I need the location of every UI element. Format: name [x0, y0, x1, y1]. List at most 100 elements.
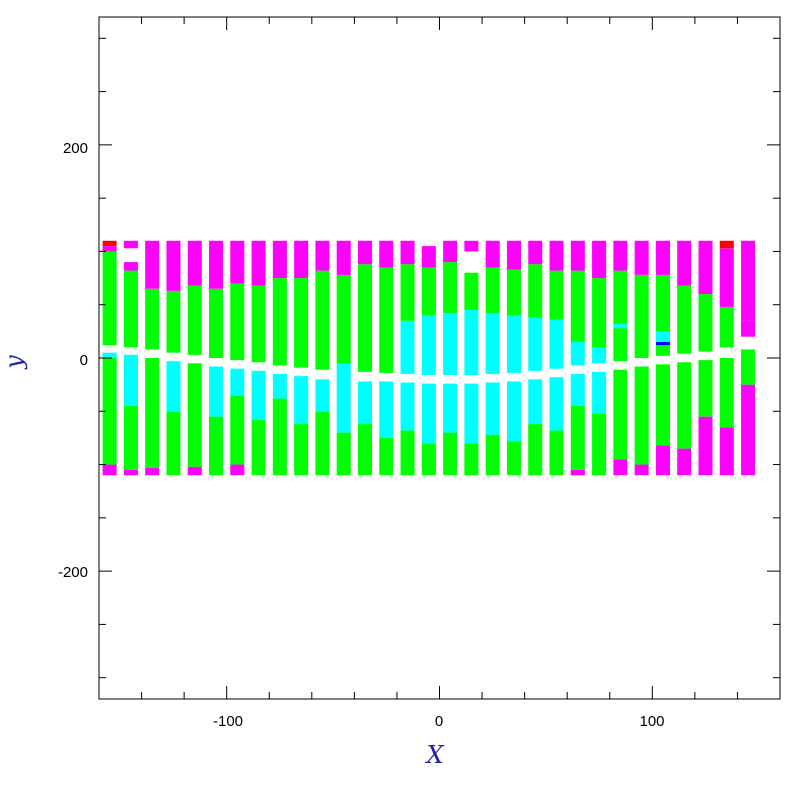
strip-segment	[379, 381, 394, 438]
strip	[719, 240, 734, 476]
strip-segment	[230, 283, 245, 361]
strip-segment	[443, 240, 458, 263]
strip	[634, 240, 649, 476]
strip-segment	[613, 270, 628, 324]
strip-segment	[443, 313, 458, 376]
strip-segment	[379, 267, 394, 373]
strip-segment	[209, 240, 224, 289]
strip-segment	[634, 274, 649, 358]
strip	[592, 240, 607, 476]
strip-segment	[592, 278, 607, 348]
strip-segment	[123, 270, 138, 348]
strip	[251, 240, 266, 476]
strip-segment	[379, 437, 394, 476]
strip	[166, 240, 181, 476]
x-axis-title: X	[424, 741, 444, 769]
strip	[677, 240, 692, 476]
tick-labels-layer: -100 0 100 -200 0 200	[58, 140, 665, 730]
strip-segment	[443, 262, 458, 314]
strip-segment	[592, 347, 607, 364]
strip-segment	[655, 345, 670, 356]
strip-segment	[336, 363, 351, 433]
strip	[741, 240, 756, 476]
strip-segment	[655, 364, 670, 446]
strip-segment	[741, 349, 756, 385]
strip-segment	[443, 432, 458, 476]
strip-segment	[102, 352, 117, 358]
strip-segment	[443, 383, 458, 433]
strip	[421, 246, 436, 476]
strip-segment	[528, 317, 543, 371]
strip-segment	[485, 382, 500, 435]
strip-segment	[145, 240, 160, 289]
strip-segment	[102, 464, 117, 476]
strip-segment	[123, 354, 138, 406]
x-tick-label: -100	[213, 713, 243, 730]
strip-segment	[719, 427, 734, 476]
strip-segment	[549, 319, 564, 369]
strip-segment	[357, 240, 373, 265]
strip-segment	[506, 269, 522, 316]
y-tick-label: -200	[58, 564, 88, 581]
strip-segment	[528, 379, 543, 425]
strip	[272, 240, 287, 476]
strip-segment	[506, 240, 522, 270]
strip-segment	[655, 240, 670, 275]
strip	[506, 240, 522, 476]
strip-segment	[464, 272, 479, 311]
strip-segment	[613, 369, 628, 460]
strip-segment	[485, 240, 500, 268]
strip-segment	[145, 467, 160, 476]
strip-segment	[464, 443, 479, 476]
strip-segment	[336, 274, 351, 364]
strip-segment	[655, 274, 670, 332]
strip-segment	[315, 270, 330, 370]
strip-segment	[251, 370, 266, 420]
strip-segment	[102, 246, 117, 252]
strip-segment	[102, 251, 117, 346]
strip-segment	[549, 240, 564, 271]
strip	[336, 240, 351, 476]
x-tick-label: 100	[639, 713, 664, 730]
strip	[315, 240, 330, 476]
strip-segment	[677, 362, 692, 449]
strip-segment	[719, 248, 734, 307]
strip-segment	[570, 342, 585, 366]
strip-segment	[592, 240, 607, 279]
strip-segment	[719, 306, 734, 348]
strip-segment	[145, 358, 160, 468]
strip-segment	[421, 315, 436, 376]
strip-segment	[421, 246, 436, 268]
strip-segment	[187, 240, 202, 286]
strip	[464, 240, 479, 476]
strip	[549, 240, 564, 476]
strip-segment	[634, 464, 649, 476]
strip	[357, 240, 373, 476]
strip-segment	[485, 313, 500, 374]
strip-segment	[379, 240, 394, 268]
strip	[102, 240, 117, 476]
strip-segment	[741, 240, 756, 321]
strip-segment	[166, 361, 181, 412]
strip	[485, 240, 500, 476]
strip-segment	[549, 377, 564, 431]
strip-segment	[613, 323, 628, 329]
strip	[655, 240, 670, 476]
strip-segment	[123, 240, 138, 249]
strip-segment	[187, 285, 202, 355]
strip-segment	[400, 320, 415, 374]
strip	[613, 240, 628, 476]
strip-segment	[655, 331, 670, 343]
strip-segment	[123, 405, 138, 470]
strip-segment	[677, 448, 692, 476]
strip-segment	[251, 240, 266, 286]
strip-segment	[230, 395, 245, 465]
strip-segment	[613, 240, 628, 271]
strip-segment	[209, 416, 224, 476]
strip-segment	[166, 290, 181, 353]
strip-segment	[592, 413, 607, 476]
strip-segment	[549, 430, 564, 476]
strip	[209, 240, 224, 476]
strip-segment	[741, 384, 756, 476]
strip-segment	[315, 379, 330, 412]
